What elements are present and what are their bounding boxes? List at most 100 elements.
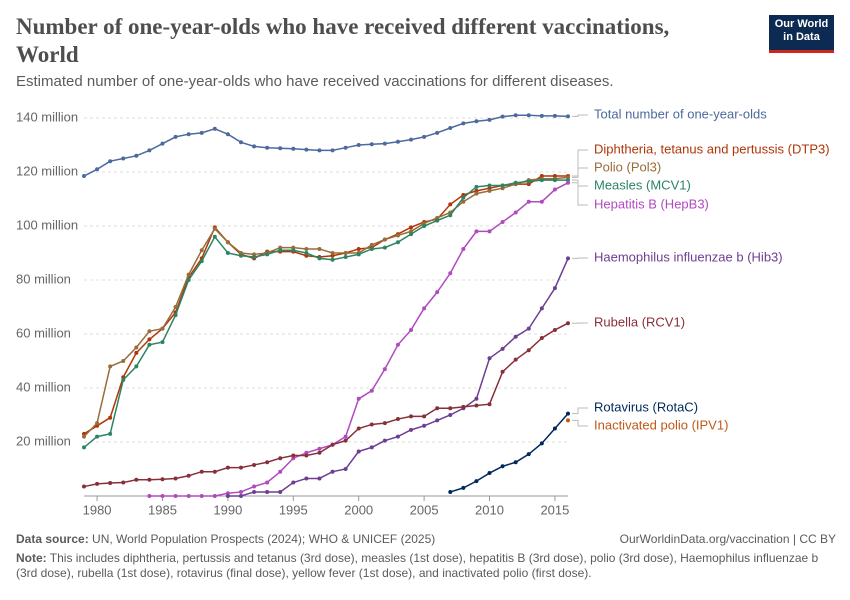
point <box>317 476 322 481</box>
x-tick-label: 2010 <box>475 502 504 517</box>
logo-line: Our World <box>774 18 829 30</box>
leader-line <box>572 167 588 178</box>
point <box>474 479 479 484</box>
point <box>487 229 492 234</box>
point <box>317 450 322 455</box>
point <box>160 494 165 498</box>
legend-label: Rotavirus (RotaC) <box>594 399 698 414</box>
point <box>552 286 557 291</box>
point <box>487 356 492 361</box>
point <box>134 364 139 369</box>
point <box>330 469 335 474</box>
source-label: Data source: <box>16 532 89 546</box>
point <box>291 248 296 253</box>
point <box>539 336 544 341</box>
point <box>435 406 440 411</box>
point <box>317 148 322 153</box>
point <box>369 142 374 147</box>
point <box>409 137 414 142</box>
x-tick-label: 1995 <box>279 502 308 517</box>
point <box>199 469 204 474</box>
point <box>552 327 557 332</box>
x-tick-label: 1980 <box>83 502 112 517</box>
point <box>513 180 518 185</box>
y-tick-label: 80 million <box>16 271 71 286</box>
y-tick-label: 100 million <box>16 217 78 232</box>
legend-label: Total number of one-year-olds <box>594 106 767 121</box>
point <box>265 252 270 257</box>
point <box>317 256 322 261</box>
point <box>212 469 217 474</box>
point <box>134 477 139 482</box>
point <box>382 245 387 250</box>
point <box>487 117 492 122</box>
point <box>474 191 479 196</box>
leader-line <box>572 407 588 415</box>
point <box>409 225 414 230</box>
x-tick-label: 1990 <box>213 502 242 517</box>
point <box>395 240 400 245</box>
y-tick-label: 20 million <box>16 433 71 448</box>
point <box>526 348 531 353</box>
point <box>448 271 453 276</box>
point <box>225 465 230 470</box>
legend-label: Diphtheria, tetanus and pertussis (DTP3) <box>594 141 830 156</box>
point <box>330 251 335 255</box>
series-line <box>83 176 569 438</box>
point <box>147 148 152 153</box>
point <box>395 233 400 238</box>
point <box>173 134 178 139</box>
footer: Data source: UN, World Population Prospe… <box>16 532 836 581</box>
point <box>330 257 335 262</box>
point <box>422 224 427 228</box>
point <box>500 183 505 188</box>
point <box>95 434 100 439</box>
source-url[interactable]: OurWorldinData.org/vaccination | CC BY <box>619 532 836 546</box>
point <box>382 438 387 443</box>
point <box>186 132 191 137</box>
point <box>369 246 374 251</box>
point <box>121 480 126 485</box>
point <box>500 219 505 224</box>
point <box>409 232 414 237</box>
point <box>291 146 296 151</box>
point <box>343 251 348 255</box>
series-line <box>83 179 568 448</box>
point <box>82 445 86 450</box>
point <box>134 345 139 350</box>
point <box>500 114 505 119</box>
point <box>448 489 453 494</box>
point <box>252 144 257 149</box>
point <box>487 188 492 193</box>
point <box>134 350 139 355</box>
point <box>147 342 152 347</box>
logo[interactable]: Our World in Data <box>769 15 834 53</box>
point <box>108 481 113 486</box>
point <box>395 434 400 439</box>
point <box>552 187 557 192</box>
point <box>369 445 374 450</box>
point <box>199 248 204 253</box>
point <box>304 251 309 255</box>
point <box>409 327 414 332</box>
point <box>304 147 309 152</box>
point <box>395 342 400 347</box>
point <box>356 426 361 431</box>
leader-line <box>572 149 588 177</box>
point <box>539 113 544 118</box>
point <box>448 406 453 411</box>
point <box>343 434 348 439</box>
point <box>160 340 165 345</box>
point <box>291 453 296 458</box>
point <box>422 306 427 311</box>
y-tick-label: 120 million <box>16 163 78 178</box>
point <box>356 246 361 251</box>
point <box>108 364 113 369</box>
point <box>252 484 257 489</box>
point <box>330 442 335 447</box>
point <box>461 246 466 251</box>
legend-label: Polio (Pol3) <box>594 159 661 174</box>
point <box>278 248 283 253</box>
point <box>199 259 204 264</box>
point <box>409 427 414 432</box>
